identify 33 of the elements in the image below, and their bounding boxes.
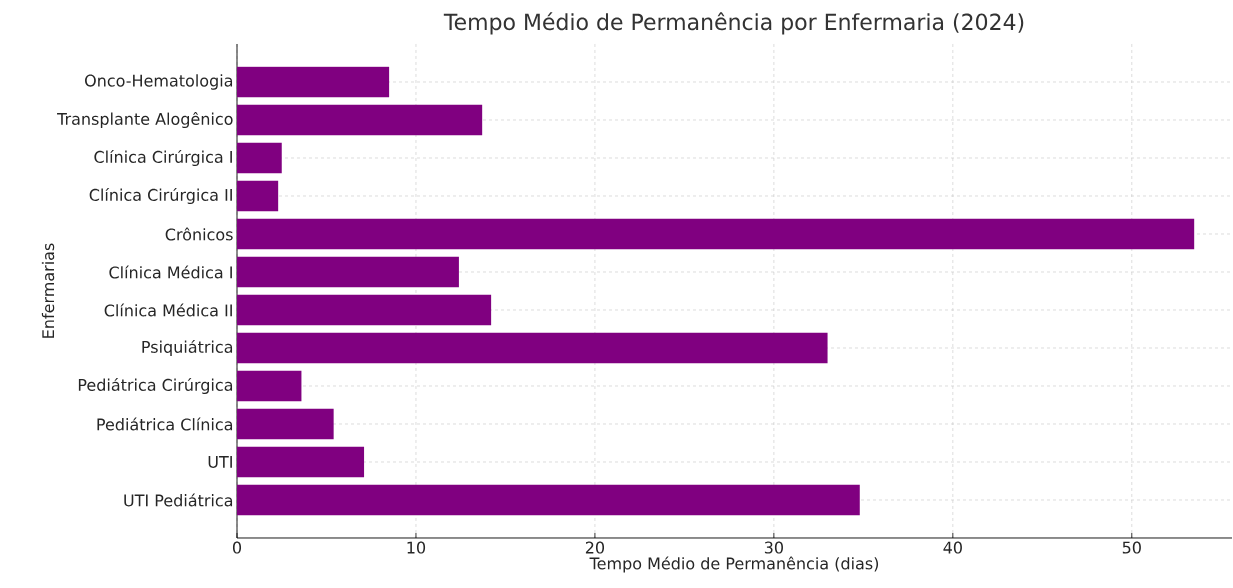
x-tick-label: 30 bbox=[764, 541, 783, 554]
y-tick-label: Clínica Cirúrgica II bbox=[89, 187, 232, 205]
bar bbox=[237, 180, 279, 212]
y-tick-label: Psiquiátrica bbox=[142, 339, 233, 357]
y-tick-label: Clínica Cirúrgica I bbox=[94, 149, 232, 167]
y-tick-label: Pediátrica Clínica bbox=[97, 417, 233, 431]
x-tick-label: 0 bbox=[232, 541, 242, 554]
bar bbox=[237, 104, 483, 136]
bar bbox=[237, 218, 1195, 250]
y-tick-label: Clínica Médica II bbox=[104, 303, 232, 317]
x-tick-label: 10 bbox=[407, 541, 426, 554]
x-axis-title: Tempo Médio de Permanência (dias) bbox=[589, 556, 879, 573]
y-tick-label: Transplante Alogênico bbox=[57, 111, 233, 129]
bar bbox=[237, 370, 302, 402]
y-tick-label: Clínica Médica I bbox=[109, 265, 232, 279]
bar bbox=[237, 66, 390, 98]
chart-title: Tempo Médio de Permanência por Enfermaria (2024) bbox=[443, 12, 1024, 35]
bar bbox=[237, 332, 828, 364]
bar bbox=[237, 484, 860, 516]
x-tick-label: 40 bbox=[943, 541, 962, 554]
y-tick-label: Pediátrica Cirúrgica bbox=[78, 377, 233, 395]
bar bbox=[237, 142, 282, 174]
y-tick-label: UTI bbox=[208, 456, 232, 468]
y-tick-label: UTI Pediátrica bbox=[124, 493, 233, 507]
x-tick-label: 50 bbox=[1122, 541, 1141, 554]
y-axis-title: Enfermarias bbox=[41, 243, 55, 338]
bar bbox=[237, 256, 459, 288]
bar bbox=[237, 408, 334, 440]
y-tick-label: Crônicos bbox=[165, 227, 233, 241]
bar bbox=[237, 294, 492, 326]
x-tick-label: 20 bbox=[585, 541, 605, 554]
bar bbox=[237, 446, 365, 478]
y-tick-label: Onco-Hematologia bbox=[85, 74, 233, 90]
